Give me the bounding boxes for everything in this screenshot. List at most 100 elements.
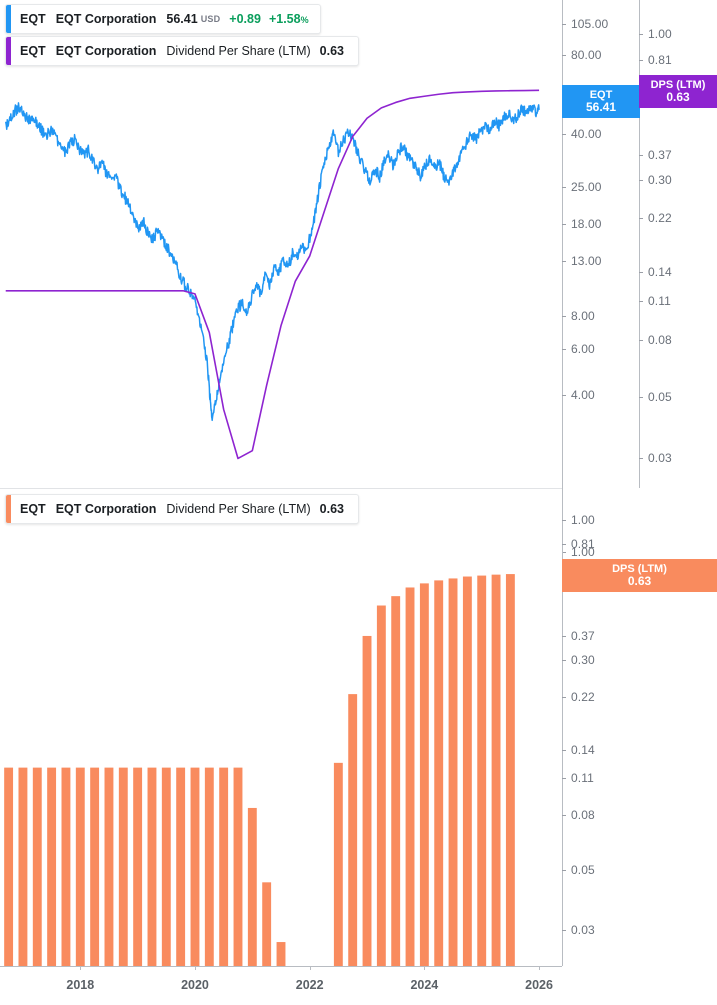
dps-panel[interactable] [0,489,717,1005]
price-badge-dps-panel[interactable]: DPS (LTM) 0.63 [562,559,717,592]
x-axis-line [0,966,562,967]
x-axis-tick [194,966,196,970]
axis-tick [562,815,566,817]
dps-overlay-line [5,89,540,460]
dps-plot-area[interactable] [0,489,562,1005]
x-axis-label: 2024 [410,978,439,992]
price-line [4,102,540,422]
axis-label: 0.14 [571,742,595,757]
dps-bar [462,576,472,966]
legend-dps-overlay[interactable]: EQT EQT Corporation Dividend Per Share (… [5,36,360,66]
axis-tick [562,929,566,931]
dps-bar [190,767,200,966]
legend-series-name: Dividend Per Share (LTM) [166,502,311,516]
x-axis[interactable]: 2018 2020 2022 2024 2026 [0,966,562,1005]
dps-overlay-y-axis[interactable]: 1.000.810.590.370.300.220.140.110.080.05… [639,0,717,1005]
legend-price-change: +0.89 [229,12,261,26]
legend-series-value: 0.63 [319,502,345,516]
axis-tick [562,869,566,871]
axis-tick [639,154,643,156]
dps-bar [348,694,358,966]
legend-company-name: EQT Corporation [55,502,157,516]
price-badge-eqt[interactable]: EQT 56.41 [562,85,640,118]
dps-bar [262,882,272,966]
axis-tick [562,696,566,698]
price-y-axis[interactable]: 105.0080.0055.0040.0025.0018.0013.008.00… [562,0,640,1005]
price-series-svg [4,89,540,460]
dps-bar [75,767,85,966]
axis-tick [562,224,566,226]
axis-label: 0.08 [648,332,672,347]
legend-dps-panel[interactable]: EQT EQT Corporation Dividend Per Share (… [5,494,360,524]
dps-bar [61,767,71,966]
axis-label: 4.00 [571,387,595,402]
axis-tick [562,519,566,521]
axis-tick [562,24,566,26]
price-plot-area[interactable] [0,0,562,488]
axis-label: 25.00 [571,179,602,194]
legend-company-name: EQT Corporation [55,12,157,26]
legend-color-swatch [6,5,11,33]
x-axis-label: 2022 [295,978,324,992]
axis-tick [562,55,566,57]
axis-tick [639,217,643,219]
axis-line [562,489,563,966]
axis-tick [639,339,643,341]
dps-bar [376,605,386,966]
x-axis-tick [309,966,311,970]
dps-bar [233,767,243,966]
axis-tick [562,261,566,263]
axis-tick [562,348,566,350]
legend-percent-symbol: % [300,15,309,25]
axis-label: 0.30 [648,173,672,188]
axis-label: 0.05 [571,862,595,877]
axis-tick [562,749,566,751]
dps-bar [118,767,128,966]
axis-label: 18.00 [571,217,602,232]
dps-bar [391,596,401,966]
legend-currency: USD [200,14,221,24]
axis-line [562,0,563,580]
badge-title: EQT [589,88,613,101]
dps-panel-y-axis[interactable]: 1.000.810.590.370.300.220.140.110.080.05… [562,0,640,1005]
legend-color-swatch [6,495,11,523]
axis-label: 0.81 [571,537,595,552]
axis-label: 0.03 [648,451,672,466]
legend-color-swatch [6,37,11,65]
dps-bar [47,767,57,966]
legend-percent-value: +1.58 [268,12,301,26]
legend-ticker: EQT [20,502,46,516]
axis-tick [639,59,643,61]
dps-bar [448,578,458,966]
axis-tick [562,394,566,396]
price-panel[interactable] [0,0,717,488]
badge-value: 56.41 [585,99,617,114]
x-axis-label: 2018 [66,978,95,992]
axis-label: 0.22 [648,210,672,225]
legend-price[interactable]: EQT EQT Corporation 56.41 USD +0.89 +1.5… [5,4,321,34]
legend-series-value: 0.63 [319,44,345,58]
legend-ticker: EQT [20,44,46,58]
badge-value: 0.63 [666,89,690,104]
axis-label: 8.00 [571,309,595,324]
dps-bar [276,942,286,966]
price-badge-dps-overlay[interactable]: DPS (LTM) 0.63 [639,75,717,108]
dps-bar [491,574,501,966]
dps-bar [434,580,444,966]
dps-bar [176,767,186,966]
dps-bar [4,767,14,966]
axis-label: 0.37 [571,628,595,643]
axis-label: 0.03 [571,922,595,937]
dps-bar [219,767,229,966]
dps-bar [204,767,214,966]
legend-series-name: Dividend Per Share (LTM) [166,44,311,58]
axis-label: 0.14 [648,265,672,280]
axis-label: 1.00 [571,512,595,527]
axis-label: 13.00 [571,254,602,269]
axis-tick [562,316,566,318]
axis-tick [562,635,566,637]
dps-bar [477,575,487,966]
axis-tick [562,544,566,546]
badge-title: DPS (LTM) [612,562,667,575]
x-axis-tick [424,966,426,970]
